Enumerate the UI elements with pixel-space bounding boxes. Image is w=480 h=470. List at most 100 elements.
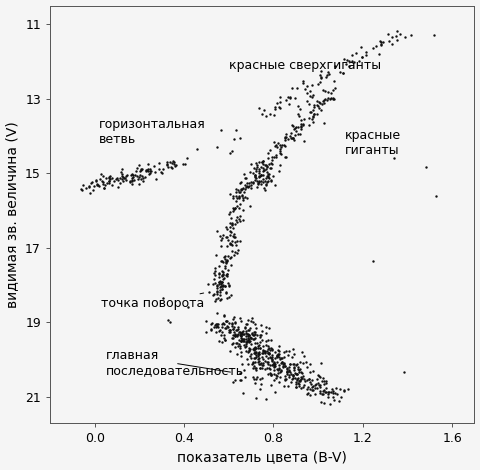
Point (245, 179, 253, 187)
Point (122, 176, 130, 184)
Point (243, 320, 251, 328)
Point (281, 348, 288, 355)
Point (213, 227, 220, 235)
Point (86, 189, 94, 197)
Point (254, 179, 262, 186)
Point (146, 169, 154, 176)
Point (261, 167, 268, 174)
Point (313, 110, 321, 118)
Point (212, 295, 219, 303)
Point (232, 197, 240, 205)
Point (218, 328, 226, 336)
Point (289, 134, 297, 142)
Point (280, 360, 288, 368)
Text: главная
последовательность: главная последовательность (106, 349, 244, 377)
Point (262, 341, 270, 349)
Point (242, 336, 250, 343)
Point (221, 264, 228, 271)
Point (305, 121, 313, 128)
Point (264, 172, 272, 180)
Point (244, 316, 252, 323)
Point (376, 37, 384, 45)
Point (220, 274, 228, 282)
Point (336, 397, 343, 404)
Point (237, 330, 245, 338)
Point (261, 357, 269, 365)
Point (241, 374, 249, 381)
Point (241, 321, 249, 328)
Point (286, 360, 294, 368)
Point (261, 348, 268, 355)
Point (309, 118, 317, 126)
Point (304, 390, 312, 397)
Point (390, 155, 397, 162)
Point (288, 134, 296, 141)
Point (326, 95, 334, 102)
Point (264, 163, 271, 171)
Point (327, 94, 335, 102)
Point (325, 70, 333, 78)
Point (295, 377, 303, 385)
Point (229, 194, 237, 202)
Point (253, 374, 261, 381)
Point (317, 398, 324, 406)
Point (237, 344, 244, 352)
Point (273, 374, 280, 381)
Point (286, 101, 293, 108)
Point (228, 247, 236, 255)
Point (238, 185, 246, 193)
Point (322, 388, 329, 396)
Point (223, 242, 230, 250)
Point (261, 347, 268, 355)
Point (314, 102, 322, 110)
Point (254, 349, 262, 357)
Point (340, 55, 348, 63)
Point (291, 374, 299, 382)
Point (219, 258, 227, 266)
Point (270, 363, 277, 370)
Point (284, 135, 291, 143)
Point (207, 321, 215, 328)
Point (145, 171, 153, 178)
Point (210, 291, 217, 299)
Point (284, 368, 291, 376)
Point (372, 42, 380, 49)
Point (240, 330, 248, 338)
Point (231, 331, 239, 338)
Point (224, 272, 231, 280)
Point (327, 388, 335, 395)
Point (216, 286, 224, 294)
Point (213, 322, 221, 330)
Point (288, 378, 295, 385)
Point (249, 374, 257, 381)
Point (78, 186, 86, 194)
Point (222, 253, 229, 260)
Point (394, 27, 401, 35)
Point (329, 86, 337, 94)
Point (276, 103, 283, 111)
Point (214, 324, 222, 331)
Point (144, 165, 152, 173)
Point (289, 134, 297, 141)
Point (242, 329, 250, 337)
Point (249, 335, 257, 343)
Point (135, 173, 143, 181)
Point (246, 337, 253, 345)
Point (216, 279, 223, 286)
Point (158, 169, 166, 176)
Point (332, 389, 339, 396)
Point (230, 313, 238, 321)
Point (230, 135, 238, 142)
Point (308, 115, 315, 123)
Point (238, 193, 245, 200)
Point (324, 71, 331, 79)
Point (265, 171, 273, 178)
Point (217, 258, 225, 265)
Point (300, 137, 308, 145)
Point (267, 372, 275, 379)
Point (107, 175, 114, 183)
Point (317, 74, 324, 81)
Point (305, 375, 313, 383)
Point (209, 280, 217, 288)
Point (283, 365, 290, 372)
